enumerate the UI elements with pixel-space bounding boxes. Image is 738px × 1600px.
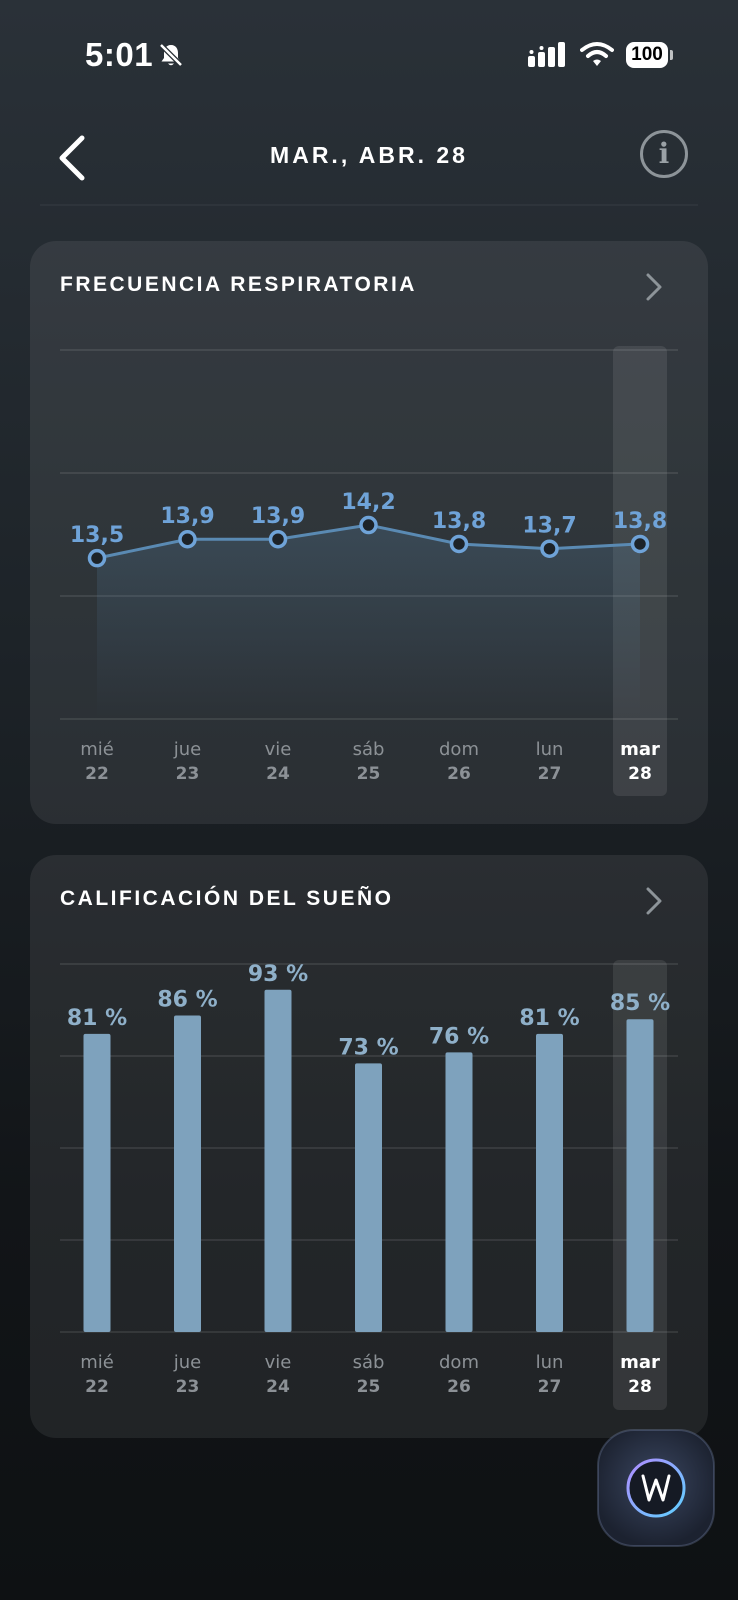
data-label: 13,9 bbox=[160, 504, 214, 529]
x-tick-day: mié bbox=[80, 1352, 114, 1373]
x-tick-date: 28 bbox=[628, 764, 652, 784]
data-point bbox=[630, 534, 650, 554]
data-point bbox=[449, 534, 469, 554]
x-tick-date: 26 bbox=[447, 764, 471, 784]
chevron-right-icon[interactable] bbox=[640, 269, 670, 305]
bar bbox=[445, 1052, 473, 1332]
data-label: 14,2 bbox=[341, 490, 395, 515]
x-tick-date: 24 bbox=[266, 1377, 290, 1397]
data-label: 76 % bbox=[429, 1024, 489, 1049]
data-label: 73 % bbox=[338, 1035, 398, 1060]
x-tick-day: vie bbox=[265, 1352, 292, 1373]
sleep-score-card[interactable]: CALIFICACIÓN DEL SUEÑO 81 % 86 % 93 % 73 % 7… bbox=[30, 855, 708, 1438]
wifi-icon bbox=[580, 42, 614, 66]
x-tick-date: 25 bbox=[357, 764, 381, 784]
x-tick-day: mar bbox=[620, 1352, 660, 1373]
x-tick-date: 23 bbox=[176, 1377, 200, 1397]
assistant-button[interactable] bbox=[596, 1428, 716, 1548]
data-label: 13,5 bbox=[70, 523, 124, 548]
data-point bbox=[178, 529, 197, 549]
data-label: 13,8 bbox=[613, 509, 667, 534]
data-label: 86 % bbox=[157, 988, 217, 1013]
x-tick-day: dom bbox=[439, 739, 479, 760]
bell-slash-icon bbox=[159, 43, 183, 67]
bar bbox=[83, 1033, 111, 1332]
x-tick-day: lun bbox=[536, 1352, 564, 1373]
x-tick-day: sáb bbox=[353, 739, 385, 760]
bar bbox=[264, 989, 292, 1332]
sleep-score-chart: 81 % 86 % 93 % 73 % 76 % 81 % 85 % mié 22 jue 23 vi… bbox=[60, 960, 678, 1410]
battery-indicator: 100 bbox=[626, 42, 674, 68]
x-tick-date: 26 bbox=[447, 1377, 471, 1397]
x-tick-date: 24 bbox=[266, 764, 290, 784]
card-title: CALIFICACIÓN DEL SUEÑO bbox=[60, 887, 394, 910]
x-tick-day: sáb bbox=[353, 1352, 385, 1373]
x-tick-day: vie bbox=[265, 739, 292, 760]
data-label: 13,8 bbox=[432, 509, 486, 534]
data-label: 13,7 bbox=[522, 514, 576, 539]
status-time: 5:01 bbox=[85, 36, 154, 73]
battery-level: 100 bbox=[626, 42, 668, 68]
data-label: 13,9 bbox=[251, 504, 305, 529]
status-bar: 5:01 100 bbox=[0, 0, 738, 110]
x-tick-day: jue bbox=[173, 1352, 201, 1373]
bar bbox=[536, 1033, 563, 1332]
data-label: 81 % bbox=[67, 1006, 127, 1031]
x-tick-date: 22 bbox=[85, 1377, 109, 1397]
header: MAR., ABR. 28 i bbox=[0, 120, 738, 210]
battery-tip bbox=[670, 50, 673, 60]
x-tick-day: jue bbox=[173, 739, 201, 760]
info-button[interactable]: i bbox=[640, 130, 688, 178]
respiratory-rate-chart: 13,5 13,9 13,9 14,2 13,8 13,7 13,8 mié 22 jue 23 vi… bbox=[60, 346, 678, 796]
bar bbox=[626, 1019, 654, 1332]
page-title: MAR., ABR. 28 bbox=[270, 142, 468, 168]
x-tick-date: 25 bbox=[357, 1377, 381, 1397]
x-tick-date: 28 bbox=[628, 1377, 652, 1397]
x-tick-day: mar bbox=[620, 739, 660, 760]
x-tick-date: 27 bbox=[538, 1377, 562, 1397]
data-label: 81 % bbox=[519, 1006, 579, 1031]
x-tick-date: 22 bbox=[85, 764, 109, 784]
bar bbox=[355, 1063, 382, 1332]
data-point bbox=[359, 515, 378, 535]
card-title: FRECUENCIA RESPIRATORIA bbox=[60, 273, 417, 296]
data-point bbox=[540, 539, 559, 558]
data-label: 93 % bbox=[248, 962, 308, 987]
header-divider bbox=[40, 204, 698, 206]
signal-icon bbox=[528, 42, 565, 67]
respiratory-rate-card[interactable]: FRECUENCIA RESPIRATORIA 13,5 13,9 13,9 14,2… bbox=[30, 241, 708, 824]
chevron-right-icon[interactable] bbox=[640, 883, 670, 919]
back-button[interactable] bbox=[50, 130, 100, 186]
x-tick-date: 23 bbox=[176, 764, 200, 784]
data-point bbox=[87, 548, 107, 568]
x-tick-day: dom bbox=[439, 1352, 479, 1373]
line-area bbox=[97, 525, 640, 719]
data-point bbox=[268, 529, 288, 549]
info-icon: i bbox=[658, 137, 670, 170]
assistant-logo-icon bbox=[626, 1458, 686, 1518]
x-tick-day: mié bbox=[80, 739, 114, 760]
x-tick-day: lun bbox=[536, 739, 564, 760]
data-label: 85 % bbox=[610, 991, 670, 1016]
bar bbox=[174, 1015, 201, 1332]
x-tick-date: 27 bbox=[538, 764, 562, 784]
